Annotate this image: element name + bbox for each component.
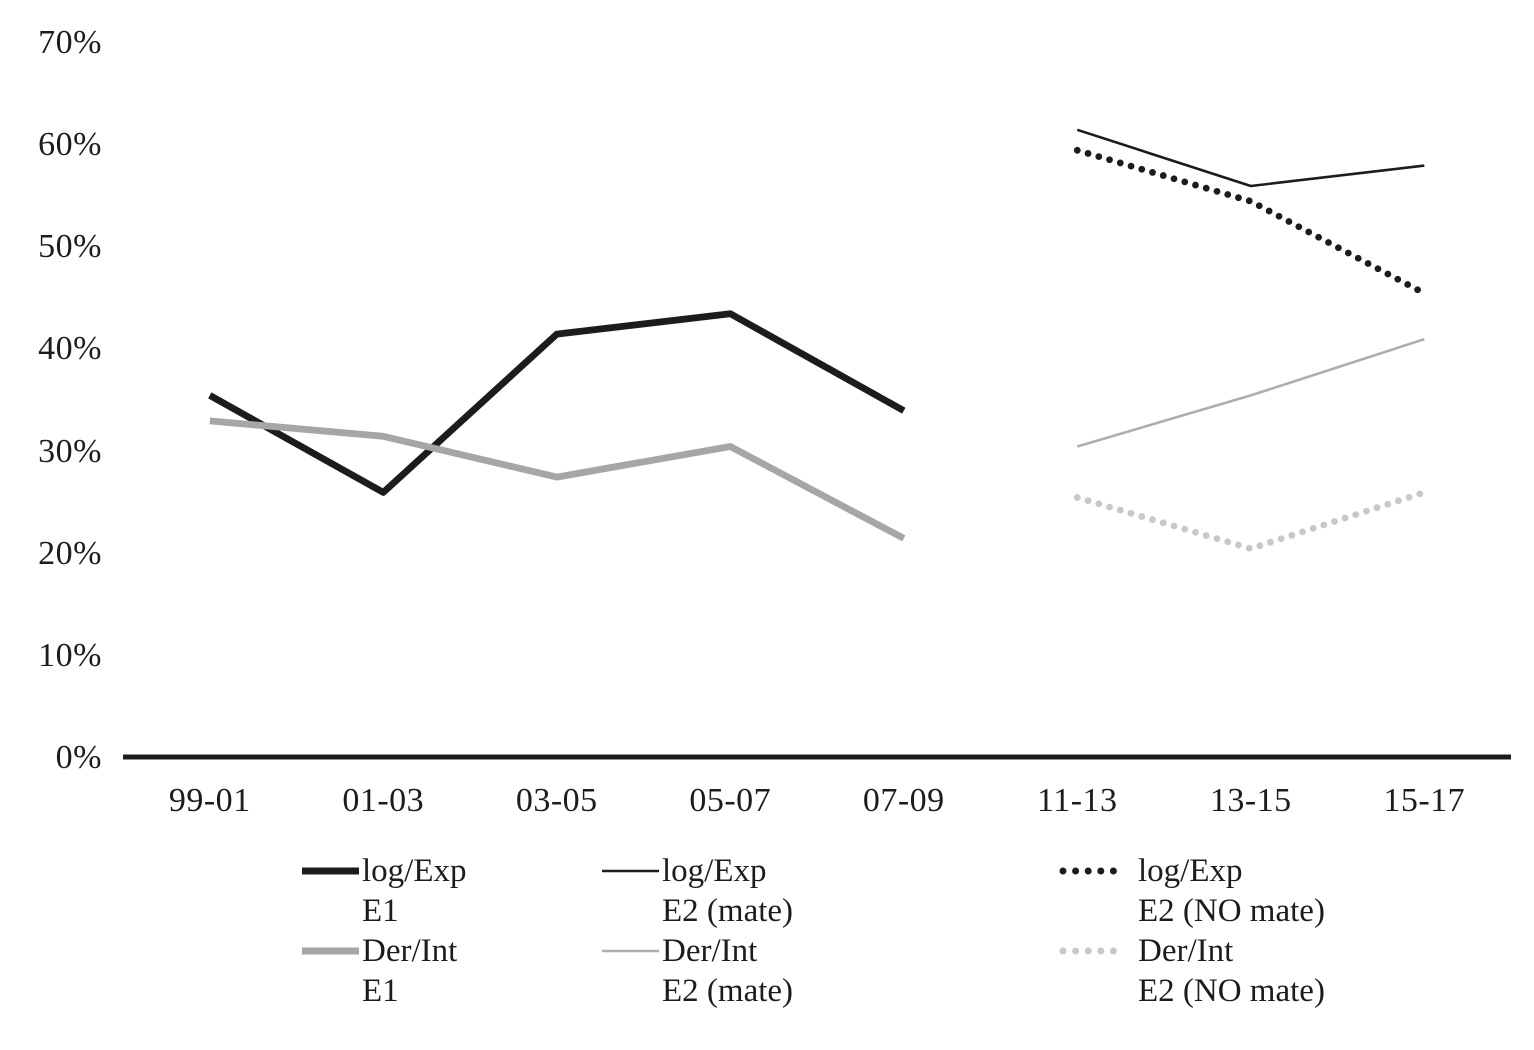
x-tick-label: 13-15: [1209, 782, 1292, 819]
legend-item-der-int-e2-mate: Der/Int E2 (mate): [600, 931, 793, 1011]
legend-item-log-exp-e1: log/Exp E1: [300, 851, 467, 931]
y-tick-label: 0%: [55, 739, 102, 776]
legend-column-e2-no-mate: log/Exp E2 (NO mate) Der/Int E2 (NO mate…: [1058, 851, 1325, 1011]
legend-indent: [600, 971, 662, 1011]
legend-sublabel: E2 (mate): [662, 973, 794, 1009]
x-tick-label: 07-09: [862, 782, 945, 819]
legend-item-log-exp-e2-mate: log/Exp E2 (mate): [600, 851, 793, 931]
legend-item-der-int-e1: Der/Int E1: [300, 931, 467, 1011]
y-tick-label: 30%: [38, 432, 102, 470]
y-tick-label: 40%: [38, 330, 102, 368]
series-line-der-int-e2-no-mate: [1073, 488, 1428, 552]
legend-marker-thick-solid-gray: [302, 947, 359, 955]
series-line-log-exp-e2-mate: [1076, 128, 1425, 188]
legend-label: Der/Int: [1138, 933, 1234, 969]
legend-sublabel: E2 (mate): [662, 893, 794, 929]
legend-label: log/Exp: [662, 853, 767, 889]
x-tick-label: 11-13: [1036, 782, 1118, 819]
legend-indent: [1058, 971, 1138, 1011]
legend-item-log-exp-e2-no-mate: log/Exp E2 (NO mate): [1058, 851, 1325, 931]
legend-label: log/Exp: [362, 853, 467, 889]
x-tick-label: 15-17: [1383, 782, 1466, 819]
legend-sublabel: E2 (NO mate): [1138, 893, 1325, 929]
y-tick-label: 60%: [38, 126, 102, 164]
legend-indent: [300, 971, 362, 1011]
series-line-log-exp-e1: [208, 310, 906, 496]
series-line-der-int-e1: [209, 417, 906, 542]
y-tick-label: 50%: [38, 228, 102, 266]
legend-label: log/Exp: [1138, 853, 1243, 889]
legend-marker-dotted-black: [1059, 867, 1130, 875]
y-tick-label: 70%: [38, 24, 102, 61]
legend-marker-thin-solid-black: [602, 869, 659, 873]
legend-column-e2-mate: log/Exp E2 (mate) Der/Int E2 (mate): [600, 851, 793, 1011]
legend-sublabel: E1: [362, 893, 399, 929]
legend-sublabel: E1: [362, 973, 399, 1009]
legend-marker-thin-solid-gray: [602, 949, 659, 953]
x-tick-label: 01-03: [342, 782, 425, 819]
legend-indent: [300, 891, 362, 931]
y-tick-label: 10%: [38, 636, 102, 674]
legend-label: Der/Int: [662, 933, 758, 969]
legend-marker-thick-solid-black: [302, 867, 359, 875]
legend-indent: [600, 891, 662, 931]
legend-sublabel: E2 (NO mate): [1138, 973, 1325, 1009]
y-tick-label: 20%: [38, 534, 102, 572]
legend-indent: [1058, 891, 1138, 931]
legend-column-e1: log/Exp E1 Der/Int E1: [300, 851, 467, 1011]
legend-marker-dotted-gray: [1059, 947, 1130, 955]
x-tick-label: 99-01: [168, 782, 251, 819]
x-tick-label: 05-07: [689, 782, 772, 819]
x-tick-label: 03-05: [515, 782, 598, 819]
legend-label: Der/Int: [362, 933, 458, 969]
series-line-log-exp-e2-no-mate: [1073, 146, 1428, 297]
series-line-der-int-e2-mate: [1076, 337, 1425, 448]
legend-item-der-int-e2-no-mate: Der/Int E2 (NO mate): [1058, 931, 1325, 1011]
